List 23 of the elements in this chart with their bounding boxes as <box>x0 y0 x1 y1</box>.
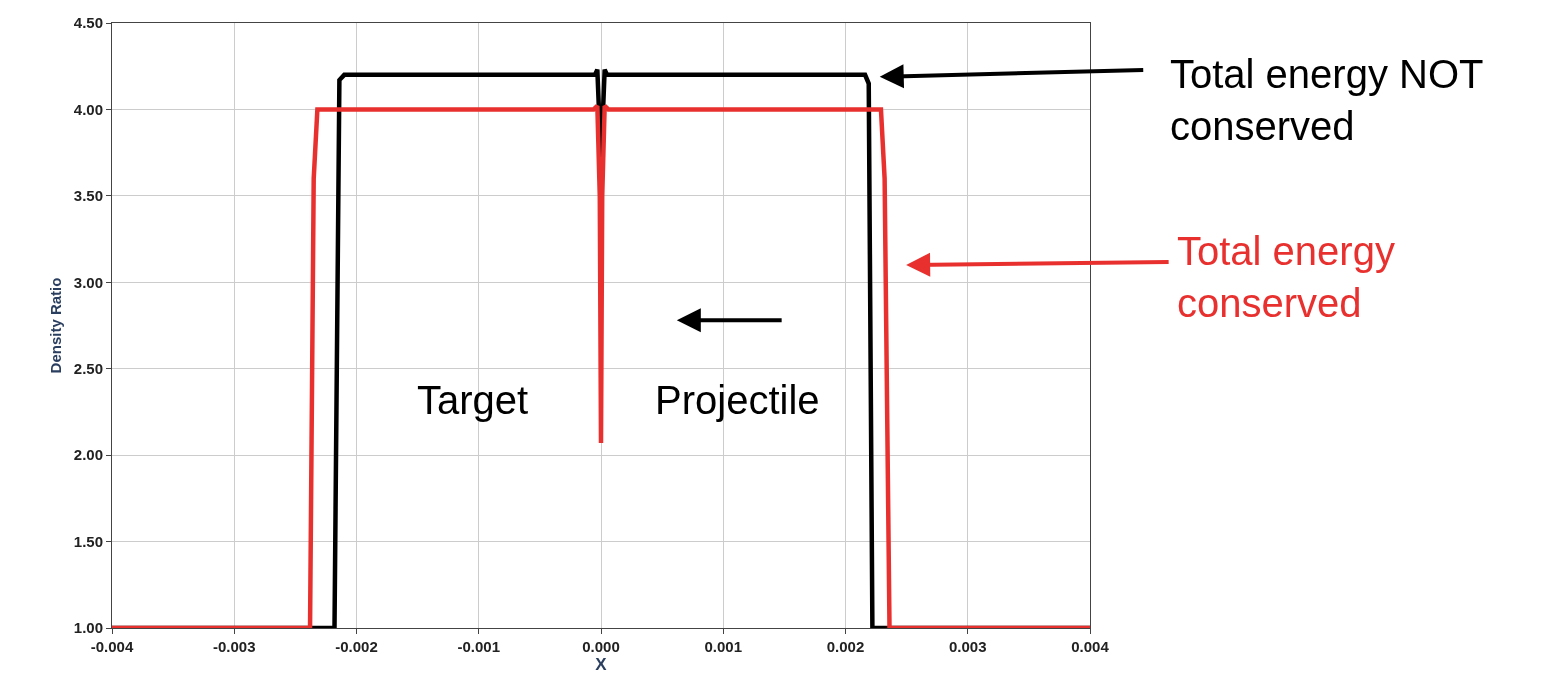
annotation: Projectile <box>655 378 820 422</box>
y-tick-label: 4.50 <box>73 14 103 32</box>
x-tick-label: 0.001 <box>704 638 743 655</box>
x-tick-label: 0.004 <box>1071 638 1110 655</box>
x-tick-label: -0.002 <box>335 638 378 655</box>
x-tick-label: -0.003 <box>212 638 256 655</box>
text: Total energy conserved <box>1177 229 1395 325</box>
x-tick-label: -0.004 <box>90 638 134 655</box>
text: Total energy NOT conserved <box>1170 52 1484 148</box>
y-tick-label: 1.00 <box>73 619 103 637</box>
y-axis-title: Density Ratio <box>47 277 65 374</box>
annotation: Target <box>417 378 529 422</box>
x-tick-label: 0.003 <box>948 638 987 655</box>
x-tick-label: -0.001 <box>457 638 501 655</box>
y-tick-label: 2.50 <box>73 359 103 377</box>
x-axis-title: X <box>595 655 608 674</box>
y-tick-label: 3.50 <box>73 187 103 205</box>
y-tick-label: 1.50 <box>73 532 103 550</box>
x-tick-label: 0.002 <box>826 638 865 655</box>
y-tick-label: 4.00 <box>73 100 103 118</box>
x-tick-label: 0.000 <box>582 638 620 655</box>
y-tick-label: 2.00 <box>73 446 103 464</box>
y-tick-label: 3.00 <box>73 273 103 291</box>
